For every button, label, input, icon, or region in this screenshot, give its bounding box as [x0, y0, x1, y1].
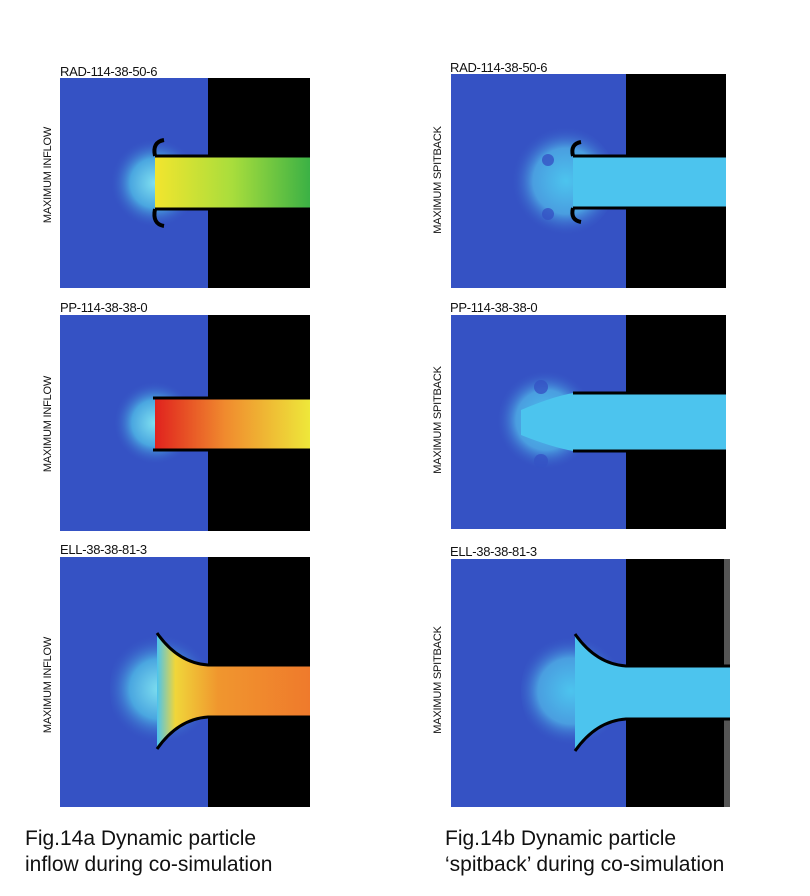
panel-b2-simulation [451, 315, 726, 529]
panel-b1-side-label: MAXIMUM SPITBACK [432, 126, 444, 234]
panel-a2-simulation [60, 315, 310, 531]
vortex-top [534, 380, 548, 394]
panel-a2-title: PP-114-38-38-0 [60, 300, 148, 315]
flow-channel [155, 156, 310, 209]
figure-b-caption-line1: Fig.14b Dynamic particle [445, 827, 677, 850]
panel-b3-simulation [451, 559, 730, 807]
flow-channel [157, 633, 310, 749]
flow-channel [573, 156, 726, 208]
flow-channel [575, 634, 730, 751]
inlet-wall-top [155, 632, 310, 667]
inlet-lip-bottom [152, 208, 165, 228]
panel-a3-side-label: MAXIMUM INFLOW [42, 636, 54, 734]
panel-b2-title: PP-114-38-38-0 [450, 300, 538, 315]
vortex-bottom [542, 208, 554, 220]
inlet-lip-top [570, 140, 582, 157]
panel-a1-side-label: MAXIMUM INFLOW [42, 126, 54, 224]
vortex-top [542, 154, 554, 166]
panel-b1-title: RAD-114-38-50-6 [450, 60, 548, 75]
flow-channel [155, 398, 310, 450]
flow-channel [521, 393, 726, 451]
figure-a-caption-line2: inflow during co-simulation [25, 853, 273, 876]
inlet-wall-bottom [573, 717, 730, 752]
inlet-wall-bottom [155, 715, 310, 750]
vortex-bottom [534, 454, 548, 468]
panel-a3-title: ELL-38-38-81-3 [60, 542, 147, 557]
panel-b1-simulation [451, 74, 726, 288]
inlet-lip-top [152, 138, 165, 157]
inlet-wall-top [573, 633, 730, 668]
inlet-lip-bottom [570, 207, 582, 224]
panel-b3-side-label: MAXIMUM SPITBACK [432, 626, 444, 734]
figure-b-caption: Fig.14b Dynamic particle ‘spitback’ duri… [445, 826, 724, 878]
figure-a-caption-line1: Fig.14a Dynamic particle [25, 827, 257, 850]
panel-b3-title: ELL-38-38-81-3 [450, 544, 537, 559]
panel-a2-side-label: MAXIMUM INFLOW [42, 375, 54, 473]
figure-b-caption-line2: ‘spitback’ during co-simulation [445, 853, 725, 876]
figure-a-caption: Fig.14a Dynamic particle inflow during c… [25, 826, 272, 878]
panel-b2-side-label: MAXIMUM SPITBACK [432, 366, 444, 474]
panel-a1-simulation [60, 78, 310, 288]
panel-a3-simulation [60, 557, 310, 807]
panel-a1-title: RAD-114-38-50-6 [60, 64, 158, 79]
